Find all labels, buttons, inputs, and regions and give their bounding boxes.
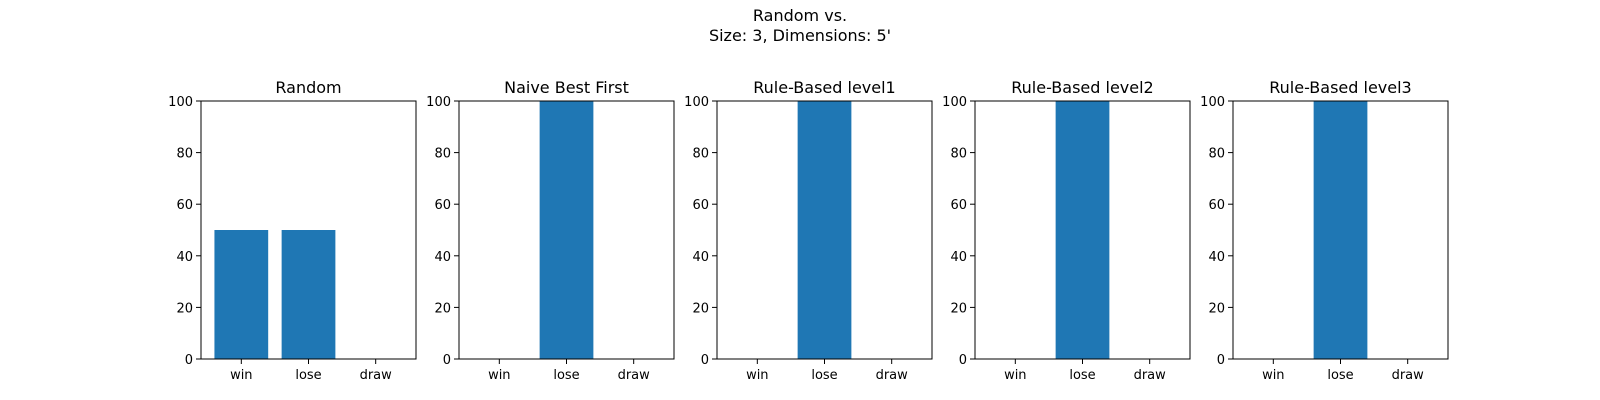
x-tick-label: win: [746, 368, 768, 383]
x-tick-label: lose: [1069, 368, 1095, 383]
y-tick-label: 60: [434, 198, 451, 213]
subplot-1: 0 20 40 60 80 100 win lose draw Random: [168, 78, 417, 383]
x-tick-label: draw: [1134, 368, 1167, 383]
bar-lose: [1313, 101, 1368, 359]
x-tick-label: draw: [876, 368, 909, 383]
y-tick-label: 20: [1208, 301, 1225, 316]
y-tick-label: 40: [1208, 250, 1225, 265]
y-tick-label: 20: [692, 301, 709, 316]
x-tick-label: win: [1004, 368, 1026, 383]
x-tick-label: win: [1262, 368, 1284, 383]
x-tick-label: lose: [553, 368, 579, 383]
x-tick-label: win: [230, 368, 252, 383]
subplot-title: Naive Best First: [504, 78, 629, 97]
figure-suptitle: Random vs. Size: 3, Dimensions: 5': [0, 6, 1600, 46]
y-tick-label: 40: [950, 250, 967, 265]
y-tick-label: 0: [959, 353, 967, 368]
y-tick-label: 80: [692, 147, 709, 162]
y-tick-label: 40: [176, 250, 193, 265]
subplot-2: 0 20 40 60 80 100 win lose draw Naive Best First: [426, 78, 675, 383]
subplot-3: 0 20 40 60 80 100 win lose draw Rule-Based level1: [684, 78, 933, 383]
y-tick-label: 80: [950, 147, 967, 162]
y-tick-label: 100: [942, 95, 967, 110]
x-tick-label: draw: [360, 368, 393, 383]
y-tick-label: 20: [176, 301, 193, 316]
y-tick-label: 20: [434, 301, 451, 316]
y-tick-label: 80: [1208, 147, 1225, 162]
y-tick-label: 100: [168, 95, 193, 110]
subplot-title: Rule-Based level3: [1269, 78, 1411, 97]
y-tick-label: 80: [176, 147, 193, 162]
subplot-4: 0 20 40 60 80 100 win lose draw Rule-Based level2: [942, 78, 1191, 383]
subplot-5: 0 20 40 60 80 100 win lose draw Rule-Based level3: [1200, 78, 1449, 383]
x-tick-label: draw: [618, 368, 651, 383]
x-tick-label: draw: [1392, 368, 1425, 383]
y-tick-label: 60: [950, 198, 967, 213]
suptitle-line-1: Random vs.: [752, 6, 848, 25]
bar-win: [214, 230, 269, 359]
bar-lose: [539, 101, 594, 359]
bar-lose: [797, 101, 852, 359]
y-tick-label: 100: [426, 95, 451, 110]
y-tick-label: 100: [684, 95, 709, 110]
y-tick-label: 60: [176, 198, 193, 213]
y-tick-label: 0: [701, 353, 709, 368]
y-tick-label: 40: [434, 250, 451, 265]
x-tick-label: lose: [1327, 368, 1353, 383]
y-tick-label: 60: [1208, 198, 1225, 213]
subplot-title: Rule-Based level1: [753, 78, 895, 97]
y-tick-label: 0: [185, 353, 193, 368]
bar-lose: [281, 230, 336, 359]
y-tick-label: 0: [443, 353, 451, 368]
y-tick-label: 20: [950, 301, 967, 316]
y-tick-label: 0: [1217, 353, 1225, 368]
y-tick-label: 60: [692, 198, 709, 213]
subplot-title: Rule-Based level2: [1011, 78, 1153, 97]
subplot-title: Random: [275, 78, 341, 97]
x-tick-label: lose: [295, 368, 321, 383]
x-tick-label: win: [488, 368, 510, 383]
bar-lose: [1055, 101, 1110, 359]
y-tick-label: 40: [692, 250, 709, 265]
y-tick-label: 80: [434, 147, 451, 162]
y-tick-label: 100: [1200, 95, 1225, 110]
x-tick-label: lose: [811, 368, 837, 383]
suptitle-line-2: Size: 3, Dimensions: 5': [708, 26, 892, 45]
